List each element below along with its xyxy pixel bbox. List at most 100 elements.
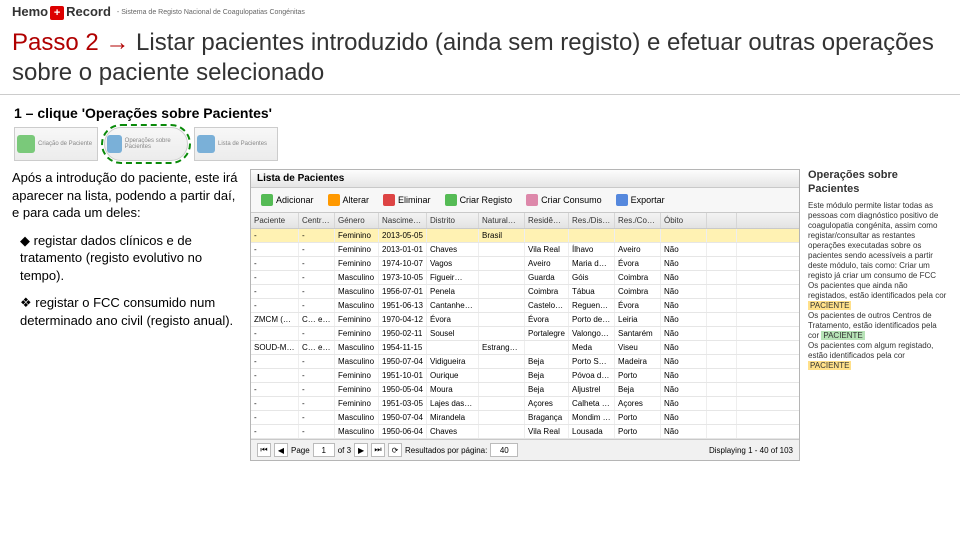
table-cell bbox=[707, 425, 737, 438]
column-header[interactable]: Nascime… bbox=[379, 213, 427, 228]
table-cell bbox=[427, 229, 479, 242]
perpage-input[interactable] bbox=[490, 443, 518, 457]
create-consumption-button[interactable]: Criar Consumo bbox=[520, 191, 608, 209]
table-cell: Porto bbox=[615, 369, 661, 382]
thumb-patient-list[interactable]: Lista de Pacientes bbox=[194, 127, 278, 161]
btn-label: Exportar bbox=[631, 195, 665, 205]
table-row[interactable]: --Masculino1956-07-01PenelaCoimbraTábuaC… bbox=[251, 285, 799, 299]
table-cell: 2013-05-05 bbox=[379, 229, 427, 242]
column-header[interactable]: Género bbox=[335, 213, 379, 228]
table-cell: 1956-07-01 bbox=[379, 285, 427, 298]
btn-label: Alterar bbox=[343, 195, 370, 205]
thumb-create-patient[interactable]: Criação de Paciente bbox=[14, 127, 98, 161]
table-cell bbox=[479, 383, 525, 396]
table-cell: - bbox=[299, 355, 335, 368]
column-header[interactable]: Res./Dist… bbox=[569, 213, 615, 228]
grid-footer: ⏮ ◀ Page of 3 ▶ ⏭ ⟳ Resultados por págin… bbox=[251, 439, 799, 460]
table-cell: Beja bbox=[615, 383, 661, 396]
table-cell: - bbox=[299, 257, 335, 270]
table-cell: Porto de… bbox=[569, 313, 615, 326]
logo-right: Record bbox=[66, 4, 111, 19]
table-row[interactable]: --Masculino1950-06-04ChavesVila RealLous… bbox=[251, 425, 799, 439]
table-cell: 1950-05-04 bbox=[379, 383, 427, 396]
plus-icon bbox=[261, 194, 273, 206]
table-row[interactable]: --Feminino2013-01-01ChavesVila RealÍlhav… bbox=[251, 243, 799, 257]
btn-label: Adicionar bbox=[276, 195, 314, 205]
table-cell: Chaves bbox=[427, 243, 479, 256]
column-header[interactable]: Natural… bbox=[479, 213, 525, 228]
table-row[interactable]: --Masculino1950-07-04MirandelaBragançaMo… bbox=[251, 411, 799, 425]
column-header[interactable]: Óbito bbox=[661, 213, 707, 228]
pager: ⏮ ◀ Page of 3 ▶ ⏭ ⟳ Resultados por págin… bbox=[257, 443, 518, 457]
table-cell: Vagos bbox=[427, 257, 479, 270]
next-page-button[interactable]: ▶ bbox=[354, 443, 368, 457]
table-cell bbox=[707, 285, 737, 298]
table-row[interactable]: --Masculino1973-10-05Figueir…GuardaGóisC… bbox=[251, 271, 799, 285]
table-cell: Évora bbox=[525, 313, 569, 326]
table-cell: Coimbra bbox=[525, 285, 569, 298]
table-row[interactable]: --Feminino1950-05-04MouraBejaAljustrelBe… bbox=[251, 383, 799, 397]
column-header[interactable]: Distrito bbox=[427, 213, 479, 228]
table-cell: Bragança bbox=[525, 411, 569, 424]
first-page-button[interactable]: ⏮ bbox=[257, 443, 271, 457]
bullet-registo: ◆ registar dados clínicos e de tratament… bbox=[20, 232, 242, 285]
thumbnail-row: Criação de Paciente Operações sobre Paci… bbox=[0, 127, 960, 169]
table-cell: - bbox=[299, 411, 335, 424]
table-cell bbox=[479, 327, 525, 340]
table-row[interactable]: --Feminino1950-02-11SouselPortalegreValo… bbox=[251, 327, 799, 341]
refresh-button[interactable]: ⟳ bbox=[388, 443, 402, 457]
edit-button[interactable]: Alterar bbox=[322, 191, 376, 209]
table-row[interactable]: --Feminino1951-10-01OuriqueBejaPóvoa d…P… bbox=[251, 369, 799, 383]
table-cell: Mondim … bbox=[569, 411, 615, 424]
add-button[interactable]: Adicionar bbox=[255, 191, 320, 209]
column-header[interactable]: Centro… bbox=[299, 213, 335, 228]
table-row[interactable]: --Feminino2013-05-05Brasil bbox=[251, 229, 799, 243]
table-cell: 1950-07-04 bbox=[379, 355, 427, 368]
table-row[interactable]: --Feminino1974-10-07VagosAveiroMaria da…… bbox=[251, 257, 799, 271]
table-cell: Beja bbox=[525, 383, 569, 396]
patient-list-panel: Lista de Pacientes Adicionar Alterar Eli… bbox=[250, 169, 800, 461]
table-row[interactable]: SOUD-M…C… e Univ. CoimbraMasculino1954-1… bbox=[251, 341, 799, 355]
table-cell: Feminino bbox=[335, 313, 379, 326]
table-cell: Madeira bbox=[615, 355, 661, 368]
table-row[interactable]: --Masculino1950-07-04VidigueiraBejaPorto… bbox=[251, 355, 799, 369]
table-cell bbox=[707, 411, 737, 424]
table-cell: 1970-04-12 bbox=[379, 313, 427, 326]
table-cell: Guarda bbox=[525, 271, 569, 284]
table-cell: Valongo… bbox=[569, 327, 615, 340]
table-cell: - bbox=[251, 369, 299, 382]
export-button[interactable]: Exportar bbox=[610, 191, 671, 209]
grid-body: --Feminino2013-05-05Brasil--Feminino2013… bbox=[251, 229, 799, 439]
table-row[interactable]: --Masculino1951-06-13Cantanhe…Castelo …R… bbox=[251, 299, 799, 313]
table-cell: Penela bbox=[427, 285, 479, 298]
page-input[interactable] bbox=[313, 443, 335, 457]
create-record-button[interactable]: Criar Registo bbox=[439, 191, 519, 209]
column-header[interactable] bbox=[707, 213, 737, 228]
table-cell bbox=[707, 257, 737, 270]
table-cell: - bbox=[299, 397, 335, 410]
table-cell: Beja bbox=[525, 355, 569, 368]
table-cell bbox=[479, 411, 525, 424]
delete-button[interactable]: Eliminar bbox=[377, 191, 437, 209]
table-row[interactable]: ZMCM (2…C… e Univ. CoimbraFeminino1970-0… bbox=[251, 313, 799, 327]
thumb-patient-ops[interactable]: Operações sobre Pacientes bbox=[104, 127, 188, 161]
table-cell: Lajes das… bbox=[427, 397, 479, 410]
btn-label: Criar Registo bbox=[460, 195, 513, 205]
table-cell bbox=[707, 355, 737, 368]
table-row[interactable]: --Feminino1951-03-05Lajes das…AçoresCalh… bbox=[251, 397, 799, 411]
column-header[interactable]: Residência bbox=[525, 213, 569, 228]
plus-icon: + bbox=[50, 6, 64, 20]
table-cell bbox=[479, 285, 525, 298]
table-cell: 1950-07-04 bbox=[379, 411, 427, 424]
table-cell bbox=[707, 299, 737, 312]
table-cell: Masculino bbox=[335, 271, 379, 284]
last-page-button[interactable]: ⏭ bbox=[371, 443, 385, 457]
column-header[interactable]: Paciente bbox=[251, 213, 299, 228]
table-cell: Portalegre bbox=[525, 327, 569, 340]
table-cell: Porto bbox=[615, 425, 661, 438]
column-header[interactable]: Res./Con… bbox=[615, 213, 661, 228]
table-cell: Vila Real bbox=[525, 243, 569, 256]
table-cell bbox=[707, 327, 737, 340]
thumb-label: Criação de Paciente bbox=[38, 141, 92, 147]
prev-page-button[interactable]: ◀ bbox=[274, 443, 288, 457]
